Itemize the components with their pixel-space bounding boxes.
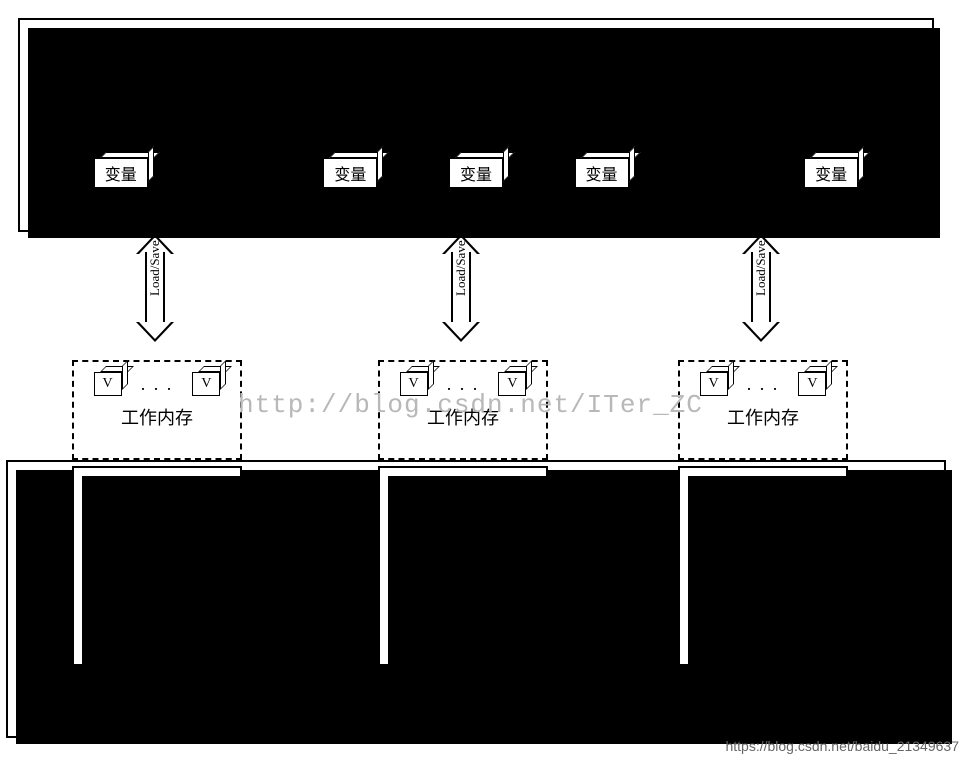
thread-label: 线程 xyxy=(739,549,787,584)
variable-label: 变量 xyxy=(575,158,629,188)
v-tile: V xyxy=(94,372,122,396)
main-memory-title: 主存 xyxy=(20,34,932,104)
arrow-label: Load/Save xyxy=(453,280,469,296)
v-tile: V xyxy=(498,372,526,396)
v-tile: V xyxy=(192,372,220,396)
working-memory-label: 工作内存 xyxy=(74,404,240,430)
variable-label: 变量 xyxy=(804,158,858,188)
variable-label: 变量 xyxy=(449,158,503,188)
thread-label: 线程 xyxy=(439,549,487,584)
working-memory-box: V . . . V 工作内存 xyxy=(72,360,242,460)
variable-tile: 变量 xyxy=(575,158,629,188)
variable-label: 变量 xyxy=(323,158,377,188)
working-memory-label: 工作内存 xyxy=(680,404,846,430)
ellipsis: . . . xyxy=(747,374,780,395)
load-save-arrow: Load/Save xyxy=(136,234,174,342)
thread-box: 线程 xyxy=(378,466,548,666)
working-memory-box: V . . . V 工作内存 xyxy=(678,360,848,460)
variable-tile: 变量 xyxy=(94,158,148,188)
variable-tile: 变量 xyxy=(323,158,377,188)
variable-tile: 变量 xyxy=(449,158,503,188)
ellipsis: . . . xyxy=(141,374,174,395)
variable-row: 变量 . . . 变量 变量 变量 . . . 变量 xyxy=(20,158,932,188)
main-memory-box: 主存 变量 . . . 变量 变量 变量 . . . 变量 xyxy=(18,18,934,232)
v-tile: V xyxy=(798,372,826,396)
footer-url: https://blog.csdn.net/baidu_21349637 xyxy=(725,738,959,754)
thread-label: 线程 xyxy=(133,549,181,584)
ellipsis: . . . xyxy=(700,163,733,184)
thread-box: 线程 xyxy=(678,466,848,666)
v-tile: V xyxy=(700,372,728,396)
load-save-arrow: Load/Save xyxy=(742,234,780,342)
thread-engine-title: 线程引擎 xyxy=(8,664,944,722)
ellipsis: . . . xyxy=(296,560,321,583)
variable-tile: 变量 xyxy=(804,158,858,188)
arrow-label: Load/Save xyxy=(147,280,163,296)
variable-label: 变量 xyxy=(94,158,148,188)
working-memory-label: 工作内存 xyxy=(380,404,546,430)
ellipsis: . . . xyxy=(447,374,480,395)
working-memory-box: V . . . V 工作内存 xyxy=(378,360,548,460)
v-tile: V xyxy=(400,372,428,396)
thread-box: 线程 xyxy=(72,466,242,666)
ellipsis: . . . xyxy=(600,560,625,583)
arrow-label: Load/Save xyxy=(753,280,769,296)
load-save-arrow: Load/Save xyxy=(442,234,480,342)
ellipsis: . . . xyxy=(219,163,252,184)
